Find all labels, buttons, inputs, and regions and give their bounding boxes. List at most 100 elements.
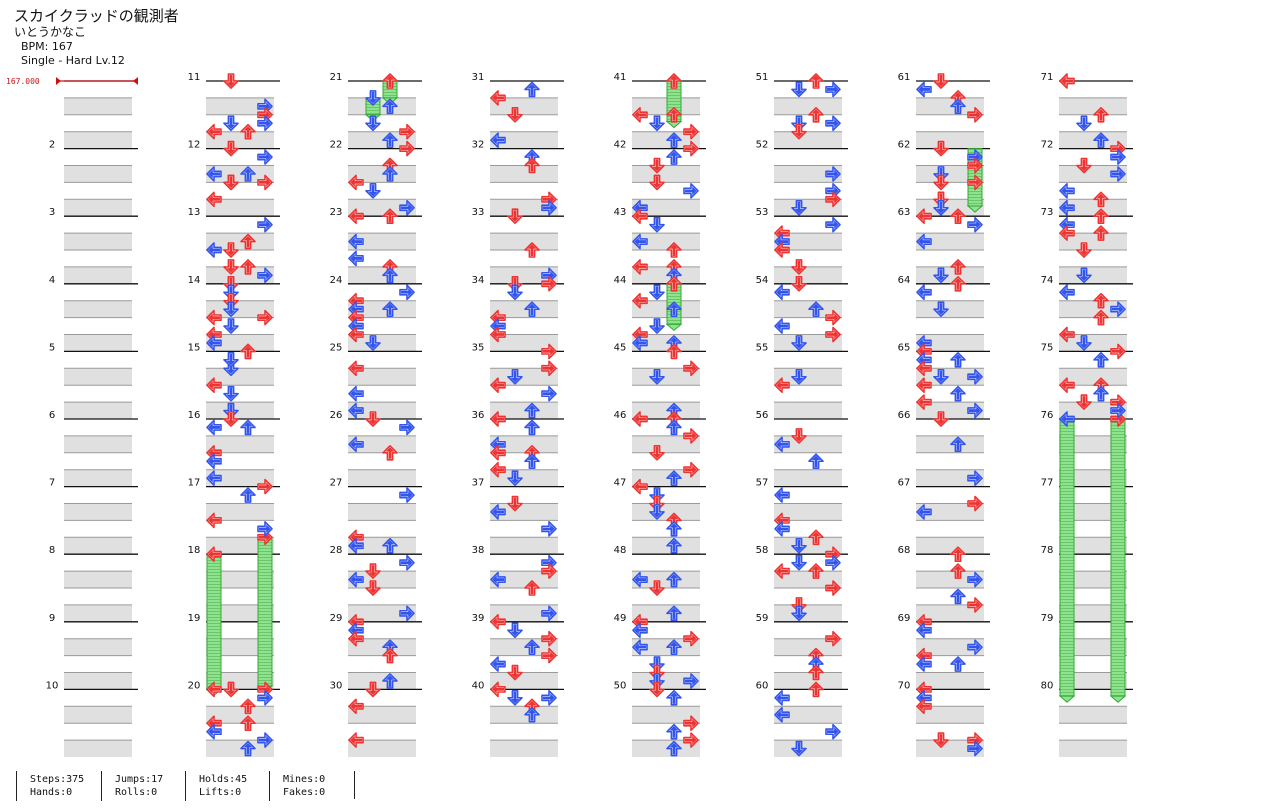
beat-band bbox=[916, 266, 984, 284]
beat-band bbox=[64, 740, 132, 757]
measure-number: 33 bbox=[472, 207, 485, 218]
beat-band bbox=[916, 706, 984, 724]
beat-band bbox=[64, 672, 132, 690]
note-arrow bbox=[1093, 225, 1109, 241]
note-arrow bbox=[666, 73, 682, 89]
note-arrow bbox=[206, 512, 222, 529]
note-arrow bbox=[933, 267, 949, 284]
note-arrow bbox=[240, 166, 256, 182]
beat-band bbox=[1059, 199, 1127, 217]
beat-band bbox=[774, 199, 842, 217]
note-arrow bbox=[808, 73, 824, 89]
beat-band bbox=[632, 266, 700, 284]
note-arrow bbox=[666, 242, 682, 258]
note-arrow bbox=[774, 242, 790, 258]
hold-layer bbox=[205, 80, 1127, 703]
beat-band bbox=[206, 503, 274, 521]
beat-band bbox=[64, 706, 132, 724]
measure-number: 71 bbox=[1041, 72, 1054, 83]
note-arrow bbox=[933, 301, 949, 317]
note-arrow bbox=[649, 444, 665, 461]
measure-number: 25 bbox=[330, 342, 343, 353]
measure-number: 50 bbox=[614, 680, 627, 691]
beat-band bbox=[916, 300, 984, 318]
note-arrow bbox=[1093, 385, 1109, 402]
note-arrow bbox=[791, 537, 807, 554]
beat-band bbox=[348, 334, 416, 352]
note-arrow bbox=[774, 487, 790, 503]
note-arrow bbox=[490, 613, 506, 630]
beat-band bbox=[206, 233, 274, 250]
note-arrow bbox=[950, 208, 966, 224]
note-arrow bbox=[348, 529, 364, 546]
beat-band bbox=[774, 131, 842, 149]
note-arrow bbox=[916, 622, 932, 639]
beat-band bbox=[64, 165, 132, 183]
beat-band bbox=[774, 300, 842, 318]
note-arrow bbox=[541, 360, 557, 377]
note-arrow bbox=[490, 444, 506, 461]
note-arrow bbox=[666, 470, 682, 486]
beat-band bbox=[64, 604, 132, 622]
note-arrow bbox=[382, 98, 398, 115]
note-arrow bbox=[524, 81, 540, 98]
note-arrow bbox=[490, 436, 506, 453]
note-arrow bbox=[206, 723, 222, 740]
beat-band bbox=[206, 740, 274, 757]
beat-band bbox=[632, 131, 700, 149]
beat-band bbox=[206, 571, 274, 588]
note-arrow bbox=[240, 740, 256, 757]
measure-number: 37 bbox=[472, 478, 485, 489]
note-arrow bbox=[223, 115, 239, 132]
beat-band bbox=[774, 233, 842, 250]
note-arrow bbox=[365, 563, 381, 579]
note-arrow bbox=[632, 208, 648, 224]
measure-number: 26 bbox=[330, 410, 343, 421]
note-arrow bbox=[348, 698, 364, 715]
beat-band bbox=[774, 435, 842, 453]
beat-band bbox=[64, 537, 132, 555]
note-arrow bbox=[524, 301, 540, 317]
note-arrow bbox=[348, 613, 364, 630]
note-arrow bbox=[1059, 216, 1075, 233]
note-arrow bbox=[825, 554, 841, 571]
note-arrow bbox=[399, 487, 415, 503]
stat-column: Jumps:17 Rolls:0 bbox=[101, 771, 163, 801]
note-arrow bbox=[524, 706, 540, 723]
note-arrow bbox=[399, 554, 415, 571]
beat-band bbox=[1059, 537, 1127, 555]
beat-band bbox=[632, 97, 700, 115]
beat-band bbox=[774, 97, 842, 115]
beat-band bbox=[916, 638, 984, 656]
measure-number: 32 bbox=[472, 140, 485, 151]
note-arrow bbox=[967, 740, 983, 757]
beat-band bbox=[490, 368, 558, 386]
beat-band bbox=[64, 368, 132, 386]
measure-number: 4 bbox=[49, 275, 55, 286]
measure-number: 2 bbox=[49, 140, 55, 151]
note-arrow bbox=[490, 461, 506, 478]
note-arrow bbox=[649, 174, 665, 191]
beat-band bbox=[348, 672, 416, 690]
note-arrow bbox=[950, 436, 966, 453]
note-arrow bbox=[257, 174, 273, 191]
note-arrow bbox=[791, 368, 807, 385]
note-arrow bbox=[916, 681, 932, 698]
measure-number: 39 bbox=[472, 613, 485, 624]
note-arrow bbox=[967, 216, 983, 233]
note-arrow bbox=[632, 639, 648, 655]
beat-band bbox=[916, 503, 984, 521]
note-arrow bbox=[774, 521, 790, 537]
note-arrow bbox=[382, 267, 398, 284]
note-arrow bbox=[632, 622, 648, 639]
beat-band bbox=[490, 435, 558, 453]
note-arrow bbox=[206, 335, 222, 351]
stat-line-1: Mines:0 bbox=[283, 774, 326, 785]
note-arrow bbox=[541, 275, 557, 292]
note-arrow bbox=[967, 174, 983, 191]
beat-band bbox=[64, 503, 132, 521]
measure-number: 15 bbox=[188, 342, 201, 353]
beat-band bbox=[774, 604, 842, 622]
note-arrow bbox=[916, 698, 932, 715]
note-arrow bbox=[348, 630, 364, 647]
